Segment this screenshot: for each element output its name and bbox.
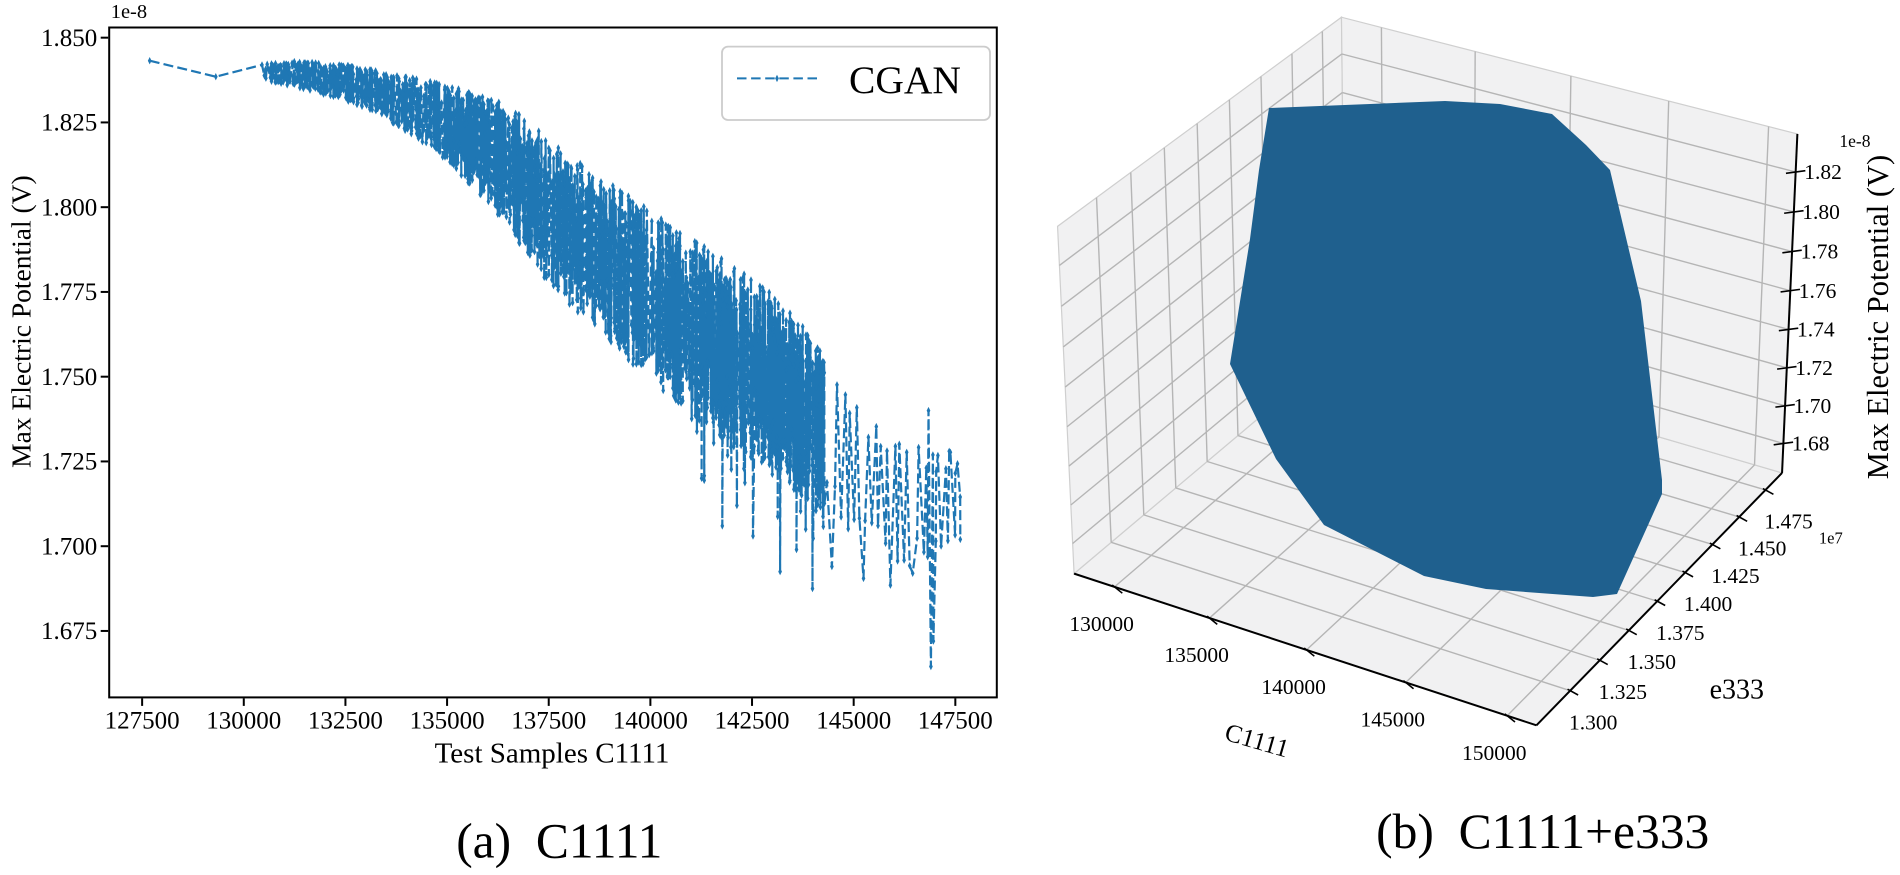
svg-text:e333: e333 bbox=[1710, 674, 1764, 705]
svg-text:135000: 135000 bbox=[1164, 643, 1229, 667]
svg-text:1.775: 1.775 bbox=[41, 279, 97, 306]
svg-text:1.78: 1.78 bbox=[1801, 240, 1839, 264]
svg-text:1.700: 1.700 bbox=[41, 533, 97, 560]
svg-text:1.80: 1.80 bbox=[1802, 200, 1840, 224]
svg-text:1.82: 1.82 bbox=[1804, 160, 1842, 184]
svg-text:135000: 135000 bbox=[410, 708, 485, 735]
svg-text:137500: 137500 bbox=[511, 708, 586, 735]
svg-text:1.800: 1.800 bbox=[41, 194, 97, 221]
svg-text:Max Electric Potential (V): Max Electric Potential (V) bbox=[1861, 155, 1895, 479]
svg-text:(b) C1111+e333: (b) C1111+e333 bbox=[1376, 804, 1709, 859]
svg-text:1.68: 1.68 bbox=[1792, 432, 1830, 456]
svg-text:1.450: 1.450 bbox=[1738, 537, 1786, 561]
svg-text:1e-8: 1e-8 bbox=[1839, 131, 1870, 151]
svg-text:127500: 127500 bbox=[105, 708, 180, 735]
svg-text:1.70: 1.70 bbox=[1794, 394, 1832, 418]
svg-text:1.425: 1.425 bbox=[1711, 564, 1759, 588]
svg-text:Max Electric Potential (V): Max Electric Potential (V) bbox=[6, 175, 37, 467]
svg-text:1.850: 1.850 bbox=[41, 25, 97, 52]
svg-text:1.825: 1.825 bbox=[41, 110, 97, 137]
svg-text:1.72: 1.72 bbox=[1795, 356, 1833, 380]
svg-text:140000: 140000 bbox=[613, 708, 688, 735]
svg-text:145000: 145000 bbox=[1361, 708, 1426, 732]
svg-text:1.375: 1.375 bbox=[1656, 621, 1704, 645]
svg-text:CGAN: CGAN bbox=[849, 58, 961, 102]
svg-text:1.350: 1.350 bbox=[1628, 650, 1676, 674]
svg-text:1e-8: 1e-8 bbox=[111, 1, 147, 23]
svg-text:147500: 147500 bbox=[918, 708, 993, 735]
svg-text:142500: 142500 bbox=[715, 708, 790, 735]
svg-text:1.76: 1.76 bbox=[1799, 279, 1837, 303]
svg-text:130000: 130000 bbox=[206, 708, 281, 735]
svg-text:1.750: 1.750 bbox=[41, 364, 97, 391]
svg-text:150000: 150000 bbox=[1462, 741, 1527, 765]
svg-text:(a) C1111: (a) C1111 bbox=[456, 814, 662, 869]
svg-text:140000: 140000 bbox=[1261, 675, 1326, 699]
svg-text:1.74: 1.74 bbox=[1797, 318, 1835, 342]
svg-text:130000: 130000 bbox=[1069, 612, 1134, 636]
svg-text:1.300: 1.300 bbox=[1569, 710, 1617, 734]
svg-text:1.325: 1.325 bbox=[1599, 680, 1647, 704]
svg-text:1.675: 1.675 bbox=[41, 618, 97, 645]
svg-text:1e7: 1e7 bbox=[1819, 528, 1843, 547]
svg-text:1.725: 1.725 bbox=[41, 449, 97, 476]
svg-text:1.400: 1.400 bbox=[1684, 592, 1732, 616]
svg-text:Test Samples C1111: Test Samples C1111 bbox=[435, 738, 670, 770]
svg-text:1.475: 1.475 bbox=[1764, 510, 1812, 534]
svg-text:132500: 132500 bbox=[308, 708, 383, 735]
svg-text:145000: 145000 bbox=[816, 708, 891, 735]
